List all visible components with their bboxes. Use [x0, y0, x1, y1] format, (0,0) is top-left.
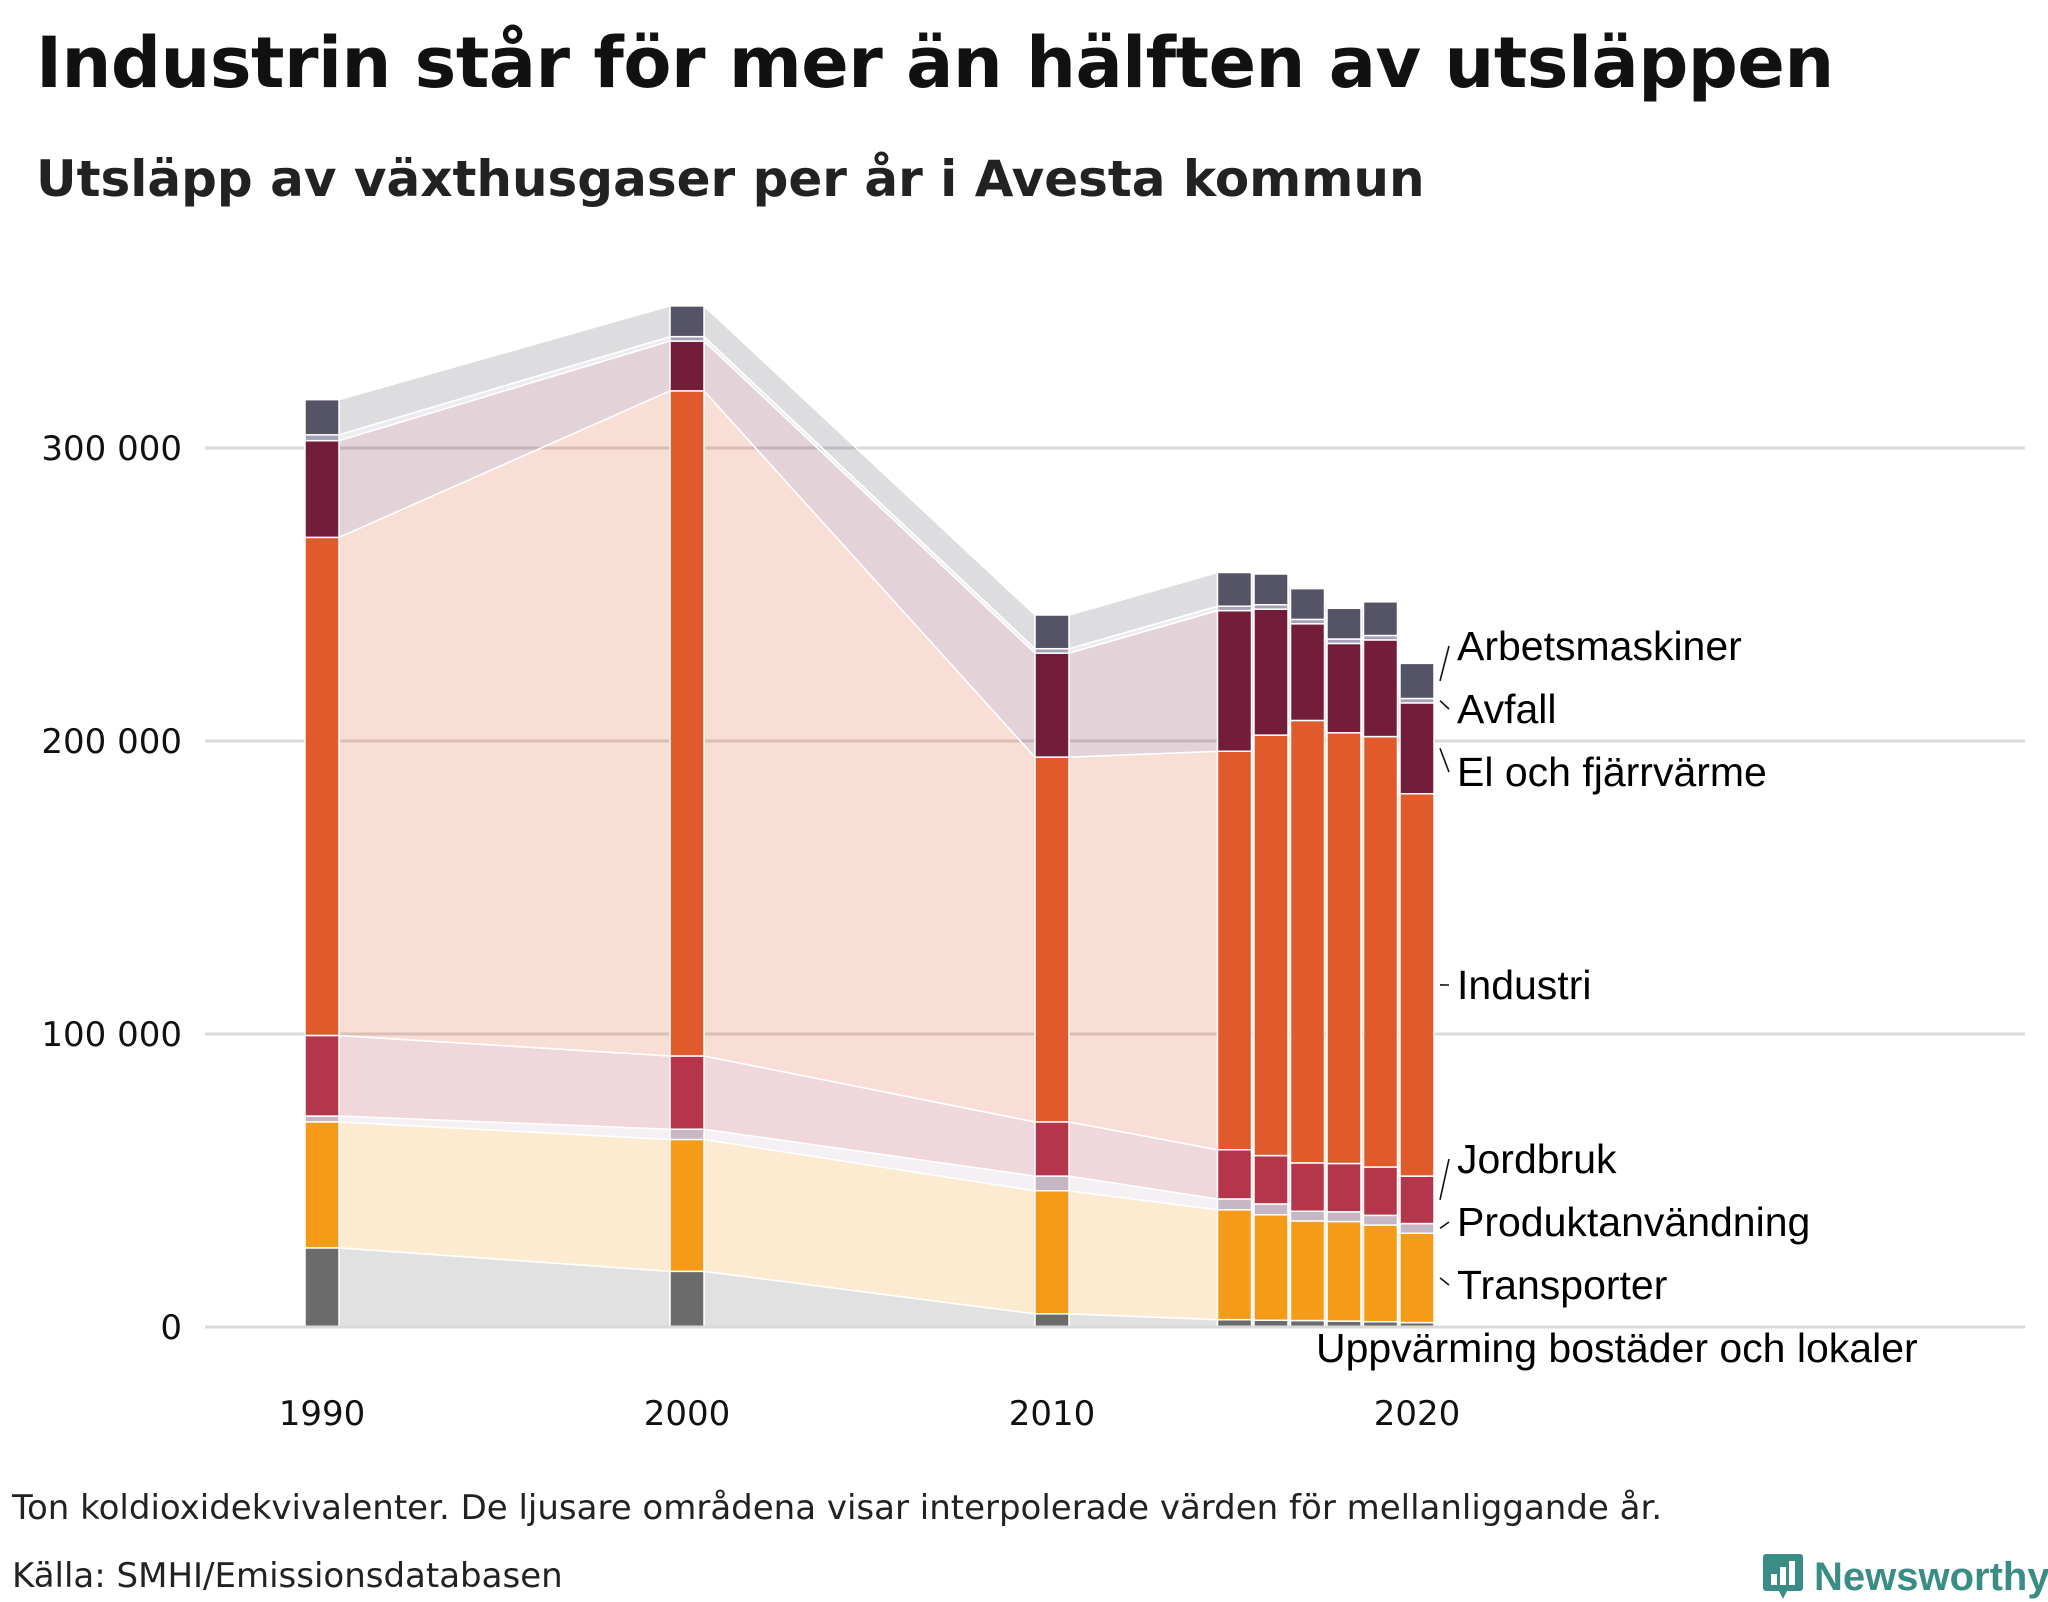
bar-segment-jordbruk: [1400, 1176, 1434, 1223]
x-tick-label: 2020: [1374, 1394, 1461, 1434]
bar-segment-industri: [305, 537, 339, 1035]
bar-segment-transporter: [1035, 1191, 1069, 1314]
y-tick-label: 200 000: [41, 722, 182, 762]
label-connector: [1440, 1159, 1449, 1200]
bar-segment-uppvarmning: [305, 1248, 339, 1327]
bar-segment-jordbruk: [1254, 1156, 1288, 1204]
brand-name: Newsworthy: [1814, 1555, 2048, 1600]
newsworthy-logo[interactable]: Newsworthy: [1762, 1552, 2048, 1602]
bar-segment-jordbruk: [1218, 1150, 1252, 1199]
label-connector: [1440, 1278, 1449, 1285]
source-credit: Källa: SMHI/Emissionsdatabasen: [12, 1556, 563, 1596]
series-label-el_fjarrvarme: El och fjärrvärme: [1457, 749, 1767, 795]
bar-segment-industri: [1218, 751, 1252, 1149]
series-label-jordbruk: Jordbruk: [1457, 1136, 1617, 1182]
bar-segment-produktanvandning: [1218, 1199, 1252, 1210]
bar-segment-transporter: [1400, 1233, 1434, 1322]
bar-chart-logo-icon: [1762, 1552, 1804, 1602]
y-tick-label: 100 000: [41, 1015, 182, 1055]
bar-segment-industri: [1400, 794, 1434, 1176]
bar-segment-arbetsmaskiner: [305, 400, 339, 435]
y-tick-label: 300 000: [41, 429, 182, 469]
label-connector: [1440, 748, 1449, 772]
series-label-industri: Industri: [1457, 962, 1591, 1008]
bar-segment-el_fjarrvarme: [1291, 624, 1325, 721]
bar-segment-produktanvandning: [1291, 1211, 1325, 1221]
series-label-produktanvandning: Produktanvändning: [1457, 1199, 1810, 1245]
bar-segment-arbetsmaskiner: [1291, 589, 1325, 620]
bar-segment-transporter: [670, 1139, 704, 1271]
interpolated-area-transporter: [1069, 1191, 1218, 1320]
series-label-transporter: Transporter: [1457, 1262, 1667, 1308]
series-label-avfall: Avfall: [1457, 686, 1557, 732]
emissions-chart: 0 100 000 200 000 300 000 1990 2000 2010 2020 U…: [0, 0, 2048, 1480]
y-tick-label: 0: [160, 1308, 182, 1348]
label-connector: [1440, 1222, 1449, 1228]
interpolated-area-industri: [1069, 751, 1218, 1149]
bar-segment-industri: [670, 391, 704, 1056]
bar-segment-arbetsmaskiner: [670, 306, 704, 337]
label-connector: [1440, 646, 1449, 681]
bar-segment-jordbruk: [1291, 1163, 1325, 1211]
bar-segment-jordbruk: [1035, 1122, 1069, 1176]
bar-segment-jordbruk: [670, 1056, 704, 1129]
footnote: Ton koldioxidekvivalenter. De ljusare om…: [12, 1488, 1662, 1528]
bar-segment-jordbruk: [1364, 1167, 1398, 1215]
bar-segment-industri: [1327, 733, 1361, 1164]
bar-segment-arbetsmaskiner: [1400, 663, 1434, 698]
x-tick-label: 2000: [644, 1394, 731, 1434]
bar-segment-el_fjarrvarme: [305, 441, 339, 538]
bar-segment-transporter: [1218, 1210, 1252, 1320]
series-label-arbetsmaskiner: Arbetsmaskiner: [1457, 623, 1742, 669]
bar-segment-transporter: [1364, 1225, 1398, 1322]
x-tick-label: 1990: [279, 1394, 366, 1434]
bar-segment-uppvarmning: [1035, 1314, 1069, 1327]
bar-segment-industri: [1291, 720, 1325, 1162]
bar-segment-transporter: [1291, 1221, 1325, 1321]
bar-segment-produktanvandning: [1035, 1176, 1069, 1191]
bar-segment-arbetsmaskiner: [1364, 602, 1398, 636]
x-tick-label: 2010: [1009, 1394, 1096, 1434]
label-connector: [1440, 701, 1449, 709]
series-label-uppvarmning: Uppvärming bostäder och lokaler: [1316, 1325, 1918, 1371]
bar-segment-avfall: [305, 435, 339, 441]
bar-segment-produktanvandning: [305, 1116, 339, 1122]
bar-segment-el_fjarrvarme: [1327, 643, 1361, 732]
bar-segment-uppvarmning: [670, 1271, 704, 1327]
bar-segment-industri: [1035, 757, 1069, 1122]
bar-segment-jordbruk: [305, 1035, 339, 1116]
bar-segment-arbetsmaskiner: [1218, 573, 1252, 607]
bar-segment-arbetsmaskiner: [1035, 615, 1069, 649]
bar-segment-el_fjarrvarme: [670, 341, 704, 391]
bar-segment-el_fjarrvarme: [1035, 653, 1069, 757]
bar-segment-produktanvandning: [1400, 1224, 1434, 1234]
bar-segment-produktanvandning: [1364, 1215, 1398, 1225]
bar-segment-produktanvandning: [1254, 1204, 1288, 1215]
bar-segment-produktanvandning: [1327, 1212, 1361, 1222]
bar-segment-jordbruk: [1327, 1164, 1361, 1212]
bar-segment-transporter: [1327, 1222, 1361, 1322]
bar-segment-el_fjarrvarme: [1364, 640, 1398, 737]
interpolated-area-transporter: [339, 1122, 670, 1271]
bar-segment-transporter: [305, 1122, 339, 1248]
bar-segment-industri: [1364, 737, 1398, 1167]
bar-segment-transporter: [1254, 1215, 1288, 1320]
bar-segment-produktanvandning: [670, 1129, 704, 1139]
bar-segment-el_fjarrvarme: [1400, 703, 1434, 794]
bar-segment-el_fjarrvarme: [1254, 609, 1288, 735]
bar-segment-industri: [1254, 735, 1288, 1155]
bar-segment-arbetsmaskiner: [1254, 574, 1288, 605]
bar-segment-el_fjarrvarme: [1218, 611, 1252, 752]
bar-segment-arbetsmaskiner: [1327, 608, 1361, 639]
